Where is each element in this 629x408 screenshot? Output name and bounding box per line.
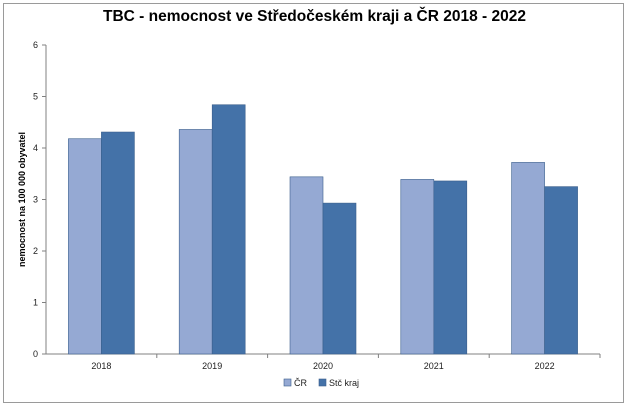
legend-swatch-cr [283, 378, 292, 387]
legend-swatch-stc-kraj [318, 378, 327, 387]
y-tick-label: 3 [33, 195, 38, 205]
legend-label-stc-kraj: Stč kraj [329, 378, 359, 388]
bar-stc-kraj-2022 [544, 186, 578, 355]
bar-cr-2021 [400, 179, 435, 355]
bar-cr-2020 [289, 176, 324, 355]
bar-stc-kraj-2020 [322, 202, 357, 355]
y-tick-label: 5 [33, 92, 38, 102]
x-tick-label: 2022 [535, 361, 555, 371]
y-tick-label: 1 [33, 298, 38, 308]
x-tick-label: 2021 [424, 361, 444, 371]
y-tick-label: 2 [33, 246, 38, 256]
x-tick-label: 2019 [202, 361, 222, 371]
x-tick-label: 2020 [313, 361, 333, 371]
y-axis-label: nemocnost na 100 000 obyvatel [17, 132, 27, 267]
y-tick-label: 4 [33, 143, 38, 153]
y-tick-label: 0 [33, 349, 38, 359]
bar-cr-2018 [68, 138, 102, 355]
legend-label-cr: ČR [294, 378, 307, 388]
y-tick-label: 6 [33, 40, 38, 50]
x-tick-label: 2018 [91, 361, 111, 371]
chart-bars [68, 104, 578, 355]
chart-legend: ČR Stč kraj [283, 378, 359, 388]
chart-title: TBC - nemocnost ve Středočeském kraji a … [103, 8, 526, 25]
chart-axes: 0 1 2 3 4 5 6 nemocnost na 100 000 obyvatel 2018… [17, 40, 601, 371]
bar-cr-2022 [511, 162, 545, 355]
bar-stc-kraj-2019 [211, 104, 246, 355]
bar-cr-2019 [178, 129, 213, 355]
bar-stc-kraj-2018 [101, 131, 135, 355]
bar-stc-kraj-2021 [433, 180, 468, 355]
